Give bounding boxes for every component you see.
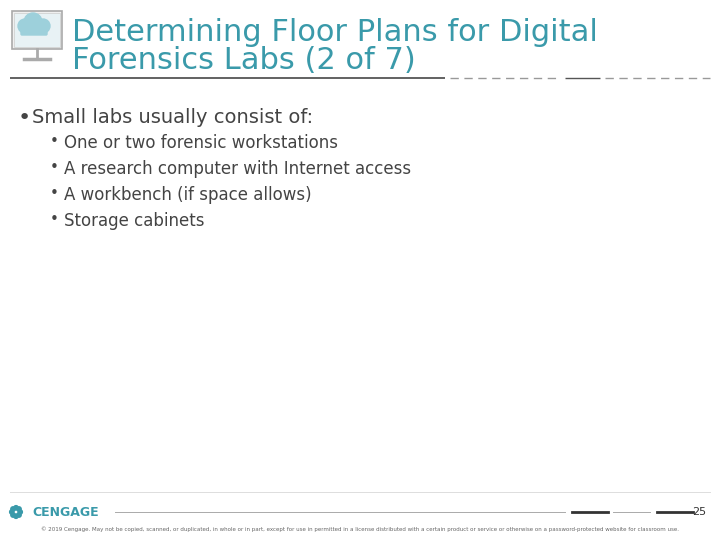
FancyBboxPatch shape [21,23,47,35]
FancyBboxPatch shape [14,13,60,47]
Text: One or two forensic workstations: One or two forensic workstations [64,134,338,152]
Text: Forensics Labs (2 of 7): Forensics Labs (2 of 7) [72,46,415,75]
Text: •: • [18,108,31,128]
Circle shape [11,507,15,511]
Circle shape [17,507,21,511]
Text: •: • [50,186,59,201]
Text: A workbench (if space allows): A workbench (if space allows) [64,186,312,204]
Circle shape [18,19,32,33]
Text: CENGAGE: CENGAGE [32,505,99,518]
Circle shape [18,510,22,514]
Text: Small labs usually consist of:: Small labs usually consist of: [32,108,313,127]
Text: Determining Floor Plans for Digital: Determining Floor Plans for Digital [72,18,598,47]
Text: 25: 25 [692,507,706,517]
Text: Storage cabinets: Storage cabinets [64,212,204,230]
Circle shape [14,505,18,510]
Text: A research computer with Internet access: A research computer with Internet access [64,160,411,178]
Text: •: • [50,134,59,149]
Text: •: • [50,160,59,175]
Circle shape [36,19,50,33]
Circle shape [9,510,14,514]
Text: © 2019 Cengage. May not be copied, scanned, or duplicated, in whole or in part, : © 2019 Cengage. May not be copied, scann… [41,526,679,532]
Circle shape [11,513,15,517]
FancyBboxPatch shape [12,11,62,49]
Circle shape [24,13,42,31]
Text: •: • [50,212,59,227]
Circle shape [17,513,21,517]
Circle shape [14,514,18,518]
